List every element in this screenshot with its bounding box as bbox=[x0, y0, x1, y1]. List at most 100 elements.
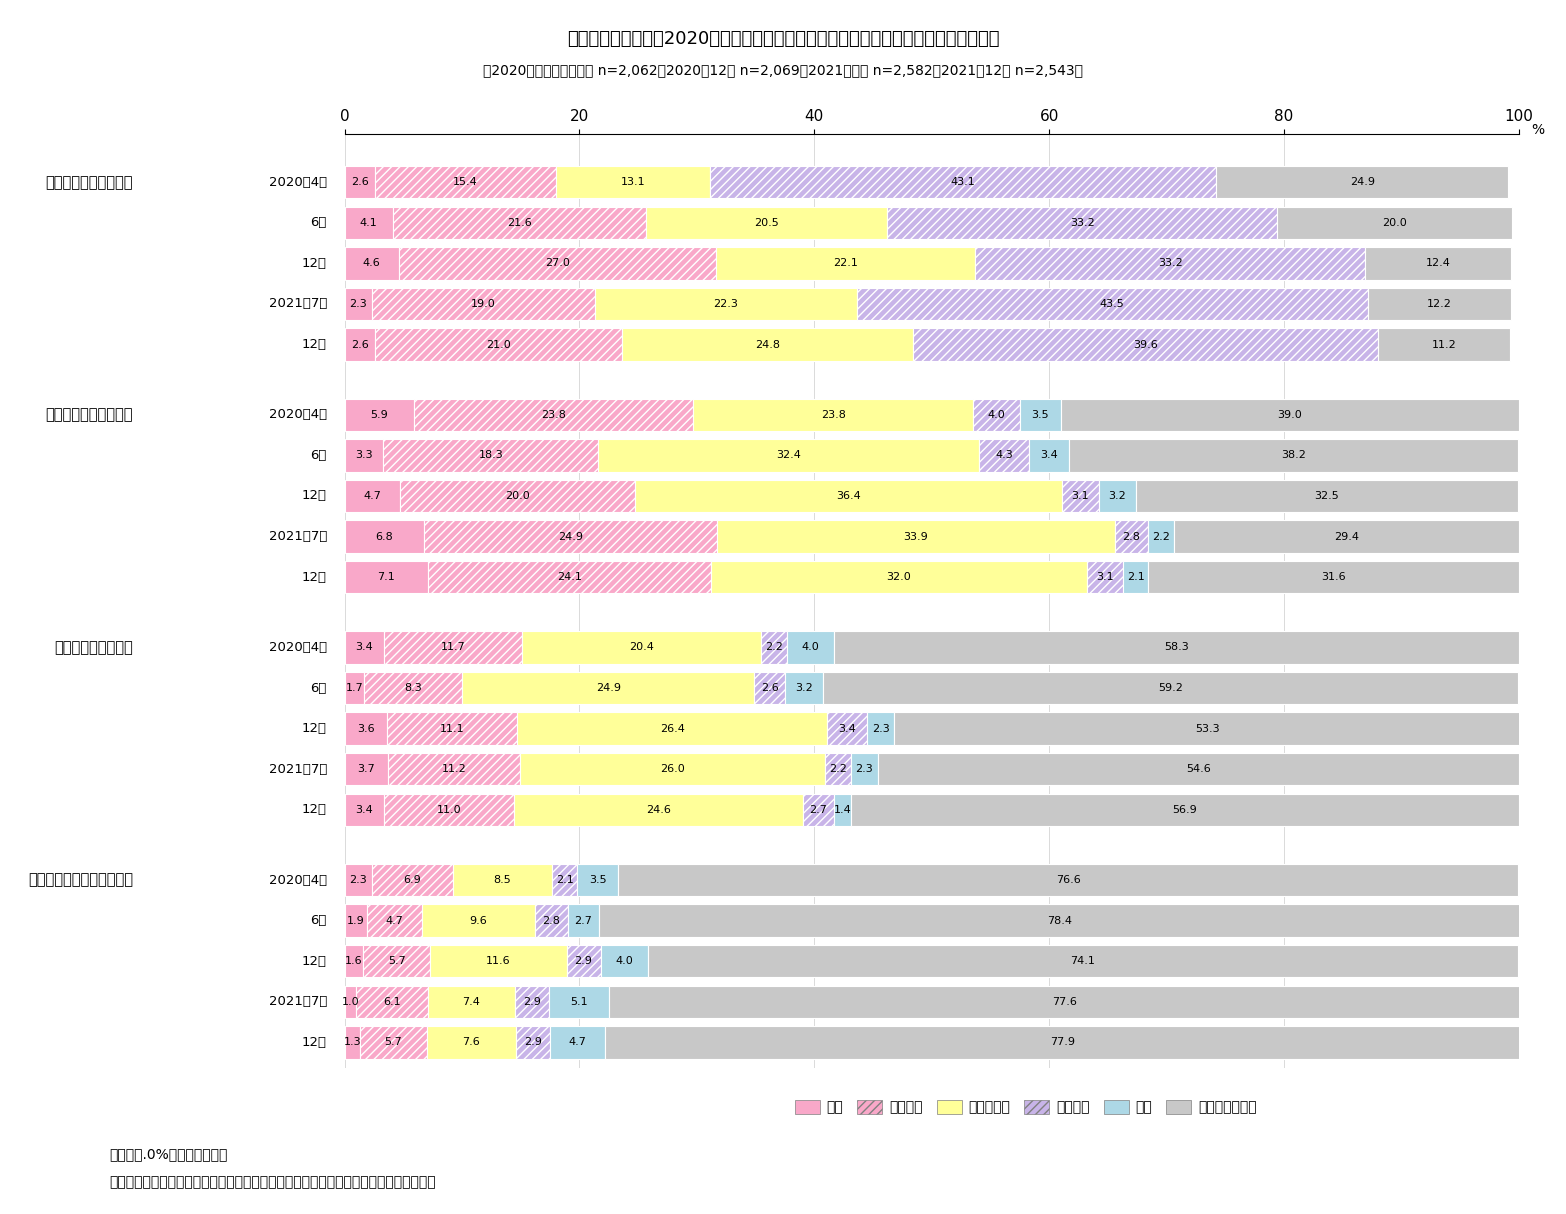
Bar bbox=[376, 328, 622, 361]
Bar bbox=[345, 1026, 360, 1059]
Text: 3.4: 3.4 bbox=[1040, 450, 1059, 460]
Bar bbox=[345, 631, 385, 664]
Text: 23.8: 23.8 bbox=[821, 410, 846, 420]
Text: 2.1: 2.1 bbox=[1126, 572, 1145, 583]
Bar bbox=[371, 864, 453, 896]
Text: 12月: 12月 bbox=[302, 1036, 327, 1049]
Text: 22.3: 22.3 bbox=[713, 299, 738, 308]
Text: 6月: 6月 bbox=[310, 681, 327, 694]
Text: 4.6: 4.6 bbox=[363, 259, 381, 268]
Bar bbox=[345, 753, 388, 785]
Bar bbox=[785, 671, 822, 704]
Bar bbox=[360, 1026, 426, 1059]
Bar bbox=[850, 794, 1519, 826]
Text: 21.6: 21.6 bbox=[507, 217, 532, 228]
Bar bbox=[976, 248, 1366, 279]
Bar bbox=[424, 521, 717, 552]
Bar bbox=[567, 904, 600, 937]
Text: 59.2: 59.2 bbox=[1157, 683, 1182, 693]
Bar bbox=[515, 986, 548, 1019]
Text: 5.1: 5.1 bbox=[570, 997, 587, 1006]
Text: 2.3: 2.3 bbox=[872, 724, 889, 733]
Bar bbox=[1029, 439, 1070, 472]
Text: 32.5: 32.5 bbox=[1314, 490, 1339, 501]
Text: 図表１　コロナ前（2020年１月頃）と比べた食事サービスの利用の変化（単一回答）: 図表１ コロナ前（2020年１月頃）と比べた食事サービスの利用の変化（単一回答） bbox=[567, 30, 999, 49]
Text: 12月: 12月 bbox=[302, 722, 327, 736]
Text: デリバリーサービス: デリバリーサービス bbox=[55, 640, 133, 654]
Bar bbox=[1019, 398, 1062, 431]
Text: 20.0: 20.0 bbox=[504, 490, 529, 501]
Bar bbox=[371, 288, 595, 320]
Text: 2.7: 2.7 bbox=[575, 915, 592, 925]
Text: 8.3: 8.3 bbox=[404, 683, 423, 693]
Bar bbox=[595, 288, 857, 320]
Bar bbox=[345, 328, 376, 361]
Text: 4.0: 4.0 bbox=[615, 957, 633, 966]
Bar bbox=[604, 1026, 1521, 1059]
Text: 20.0: 20.0 bbox=[1383, 217, 1406, 228]
Bar bbox=[345, 794, 385, 826]
Text: 2020年4月: 2020年4月 bbox=[269, 408, 327, 421]
Bar bbox=[755, 671, 785, 704]
Text: 1.3: 1.3 bbox=[343, 1037, 362, 1048]
Bar bbox=[600, 944, 648, 977]
Text: 3.7: 3.7 bbox=[357, 764, 376, 775]
Bar bbox=[1062, 480, 1099, 512]
Bar bbox=[521, 631, 761, 664]
Text: %: % bbox=[1532, 124, 1544, 137]
Bar bbox=[387, 713, 517, 745]
Bar bbox=[385, 794, 514, 826]
Bar bbox=[788, 631, 835, 664]
Bar bbox=[345, 398, 413, 431]
Bar bbox=[423, 904, 536, 937]
Text: 2.8: 2.8 bbox=[1123, 532, 1140, 541]
Text: 12月: 12月 bbox=[302, 954, 327, 968]
Text: 43.1: 43.1 bbox=[951, 177, 976, 187]
Bar bbox=[1099, 480, 1137, 512]
Text: 3.2: 3.2 bbox=[1109, 490, 1126, 501]
Bar bbox=[1123, 561, 1148, 594]
Text: 26.4: 26.4 bbox=[659, 724, 684, 733]
Text: 27.0: 27.0 bbox=[545, 259, 570, 268]
Bar bbox=[709, 166, 1217, 198]
Text: 19.0: 19.0 bbox=[471, 299, 495, 308]
Text: 24.9: 24.9 bbox=[557, 532, 583, 541]
Bar bbox=[578, 864, 619, 896]
Bar bbox=[825, 753, 850, 785]
Text: 2.1: 2.1 bbox=[556, 875, 573, 885]
Bar bbox=[550, 1026, 604, 1059]
Bar bbox=[894, 713, 1521, 745]
Bar bbox=[363, 944, 431, 977]
Bar bbox=[365, 671, 462, 704]
Bar bbox=[520, 753, 825, 785]
Text: 1.6: 1.6 bbox=[345, 957, 363, 966]
Text: 2.9: 2.9 bbox=[525, 1037, 542, 1048]
Bar bbox=[694, 398, 972, 431]
Bar bbox=[717, 521, 1115, 552]
Text: 11.2: 11.2 bbox=[442, 764, 467, 775]
Legend: 増加, やや増加, 変わらない, やや減少, 減少, 利用していない: 増加, やや増加, 変わらない, やや減少, 減少, 利用していない bbox=[789, 1094, 1262, 1119]
Bar bbox=[647, 206, 888, 239]
Text: 2.9: 2.9 bbox=[523, 997, 540, 1006]
Bar bbox=[1070, 439, 1517, 472]
Text: 24.9: 24.9 bbox=[595, 683, 620, 693]
Text: 76.6: 76.6 bbox=[1055, 875, 1081, 885]
Text: 1.7: 1.7 bbox=[346, 683, 363, 693]
Text: 2.8: 2.8 bbox=[542, 915, 561, 925]
Text: 58.3: 58.3 bbox=[1164, 642, 1189, 652]
Bar bbox=[426, 1026, 517, 1059]
Text: 18.3: 18.3 bbox=[478, 450, 503, 460]
Text: 12月: 12月 bbox=[302, 257, 327, 270]
Bar bbox=[1378, 328, 1510, 361]
Bar bbox=[850, 753, 879, 785]
Bar bbox=[567, 944, 600, 977]
Bar bbox=[345, 864, 371, 896]
Text: 2021年7月: 2021年7月 bbox=[268, 762, 327, 776]
Bar bbox=[428, 986, 515, 1019]
Text: 11.0: 11.0 bbox=[437, 805, 462, 815]
Bar bbox=[345, 480, 399, 512]
Text: 7.1: 7.1 bbox=[377, 572, 395, 583]
Text: 33.2: 33.2 bbox=[1157, 259, 1182, 268]
Bar bbox=[648, 944, 1517, 977]
Text: 6月: 6月 bbox=[310, 216, 327, 229]
